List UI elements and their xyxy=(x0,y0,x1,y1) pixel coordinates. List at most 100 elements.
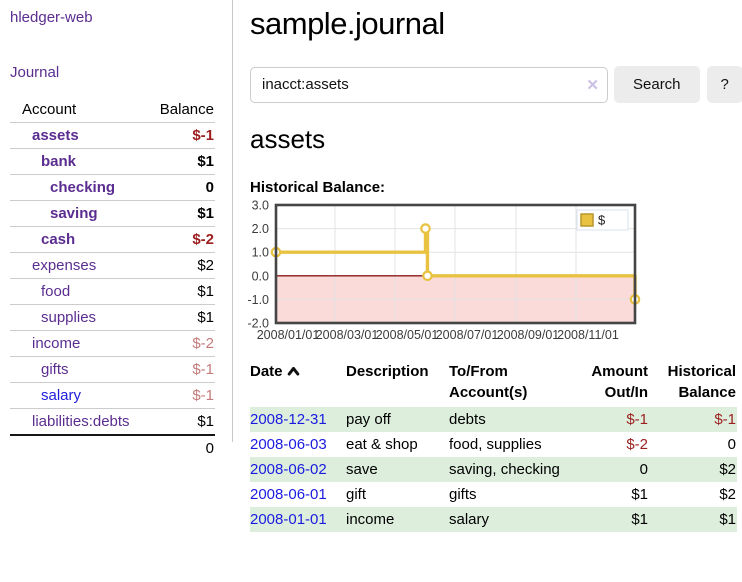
transaction-balance: $2 xyxy=(719,486,736,503)
account-link-expenses[interactable]: expenses xyxy=(32,257,97,274)
sidebar: hledger-web Journal Account Balance asse… xyxy=(0,0,233,461)
transaction-description: save xyxy=(346,461,378,478)
data-point-marker xyxy=(422,270,433,282)
x-tick-label: 2008/11/01 xyxy=(557,328,619,342)
account-link-bank[interactable]: bank xyxy=(41,153,77,170)
account-balance: $2 xyxy=(150,252,215,279)
legend-swatch xyxy=(580,213,594,227)
clear-search-icon[interactable]: ✕ xyxy=(586,76,599,94)
transaction-balance: $-1 xyxy=(714,411,736,428)
y-tick-label: 0.0 xyxy=(252,269,269,283)
legend-label: $ xyxy=(598,213,606,228)
column-amount[interactable]: Amount Out/In xyxy=(591,363,648,401)
transaction-date-link[interactable]: 2008-06-01 xyxy=(250,486,327,503)
accounts-total-balance: 0 xyxy=(150,434,215,461)
transaction-amount: $-1 xyxy=(626,411,648,428)
accounts-table: Account Balance assets $-1 bank $1 check… xyxy=(10,97,215,461)
transaction-date-link[interactable]: 2008-01-01 xyxy=(250,511,327,528)
account-balance: $-1 xyxy=(150,382,215,409)
account-balance: $1 xyxy=(150,304,215,331)
transaction-date-link[interactable]: 2008-06-03 xyxy=(250,436,327,453)
account-title: assets xyxy=(250,124,326,154)
account-link-gifts[interactable]: gifts xyxy=(41,361,69,378)
historical-balance-chart: 3.0 2.0 1.0 0.0 -1.0 -2.02008/01/012008/03/01… xyxy=(247,199,641,342)
account-row: liabilities:debts $1 xyxy=(10,408,215,435)
register-row: 2008-06-01 gift gifts $1 $2 xyxy=(250,482,737,507)
transaction-accounts: debts xyxy=(449,411,486,428)
x-tick-label: 2008/05/01 xyxy=(376,328,439,342)
account-link-salary[interactable]: salary xyxy=(41,387,82,404)
account-row: assets $-1 xyxy=(10,122,215,149)
accounts-column-account: Account xyxy=(22,101,77,118)
search-input[interactable] xyxy=(250,66,608,103)
account-row: cash $-2 xyxy=(10,226,215,253)
y-tick-label: 2.0 xyxy=(252,222,269,236)
register-table: Date Description To/From Account(s) Amou… xyxy=(250,359,737,532)
x-tick-label: 2008/07/01 xyxy=(436,328,499,342)
x-tick-label: 2008/03/01 xyxy=(316,328,379,342)
accounts-total-row: 0 xyxy=(10,434,215,461)
sidebar-item-journal[interactable]: Journal xyxy=(10,64,60,81)
search-button[interactable]: Search xyxy=(614,66,700,103)
account-row: income $-2 xyxy=(10,330,215,357)
account-link-assets[interactable]: assets xyxy=(32,127,79,144)
account-row: saving $1 xyxy=(10,200,215,227)
y-tick-label: 3.0 xyxy=(252,199,269,213)
data-point-marker xyxy=(420,223,431,234)
main-content: sample.journal ✕ Search ? assets Histori… xyxy=(247,0,742,532)
search-form: ✕ Search ? xyxy=(250,66,742,103)
transaction-description: eat & shop xyxy=(346,436,418,453)
account-balance: 0 xyxy=(150,174,215,201)
transaction-amount: $1 xyxy=(631,511,648,528)
transaction-description: income xyxy=(346,511,395,528)
transaction-accounts: salary xyxy=(449,511,490,528)
account-link-food[interactable]: food xyxy=(41,283,71,300)
help-button[interactable]: ? xyxy=(706,66,742,103)
y-tick-label: -2.0 xyxy=(247,317,269,331)
app-title-link[interactable]: hledger-web xyxy=(10,9,93,26)
sort-ascending-icon xyxy=(287,366,299,376)
transaction-description: gift xyxy=(346,486,367,503)
register-row: 2008-06-02 save saving, checking 0 $2 xyxy=(250,457,737,482)
transaction-description: pay off xyxy=(346,411,391,428)
transaction-accounts: gifts xyxy=(449,486,477,503)
account-link-saving[interactable]: saving xyxy=(50,205,98,222)
accounts-table-header: Account Balance xyxy=(10,97,215,123)
plot-border xyxy=(274,203,637,325)
transaction-balance: $2 xyxy=(719,461,736,478)
account-row: bank $1 xyxy=(10,148,215,175)
account-link-liabilities-debts[interactable]: liabilities:debts xyxy=(32,413,130,430)
register-header-row: Date Description To/From Account(s) Amou… xyxy=(250,359,737,407)
account-link-income[interactable]: income xyxy=(32,335,81,352)
x-tick-label: 2008/01/01 xyxy=(257,328,320,342)
y-tick-label: -1.0 xyxy=(247,293,269,307)
account-balance: $-1 xyxy=(150,356,215,383)
account-row: supplies $1 xyxy=(10,304,215,331)
transaction-amount: $-2 xyxy=(626,436,648,453)
column-date[interactable]: Date xyxy=(250,359,346,407)
account-balance: $-2 xyxy=(150,330,215,357)
account-balance: $-1 xyxy=(150,122,215,149)
page-title: sample.journal xyxy=(250,6,445,41)
account-balance: $1 xyxy=(150,148,215,175)
accounts-column-balance: Balance xyxy=(159,101,214,118)
account-link-checking[interactable]: checking xyxy=(50,179,116,196)
account-row: food $1 xyxy=(10,278,215,305)
transaction-amount: $1 xyxy=(631,486,648,503)
transaction-date-link[interactable]: 2008-12-31 xyxy=(250,411,327,428)
register-row: 2008-12-31 pay off debts $-1 $-1 xyxy=(250,407,737,432)
column-balance[interactable]: Historical Balance xyxy=(667,363,736,401)
account-balance: $1 xyxy=(150,278,215,305)
transaction-date-link[interactable]: 2008-06-02 xyxy=(250,461,327,478)
account-link-supplies[interactable]: supplies xyxy=(41,309,97,326)
register-row: 2008-01-01 income salary $1 $1 xyxy=(250,507,737,532)
account-row: gifts $-1 xyxy=(10,356,215,383)
register-row: 2008-06-03 eat & shop food, supplies $-2… xyxy=(250,432,737,457)
account-link-cash[interactable]: cash xyxy=(41,231,76,248)
chart-title: Historical Balance: xyxy=(250,179,386,196)
column-accounts[interactable]: To/From Account(s) xyxy=(449,363,528,401)
account-balance: $1 xyxy=(150,408,215,435)
account-row: expenses $2 xyxy=(10,252,215,279)
column-description[interactable]: Description xyxy=(346,363,429,380)
transaction-accounts: saving, checking xyxy=(449,461,560,478)
